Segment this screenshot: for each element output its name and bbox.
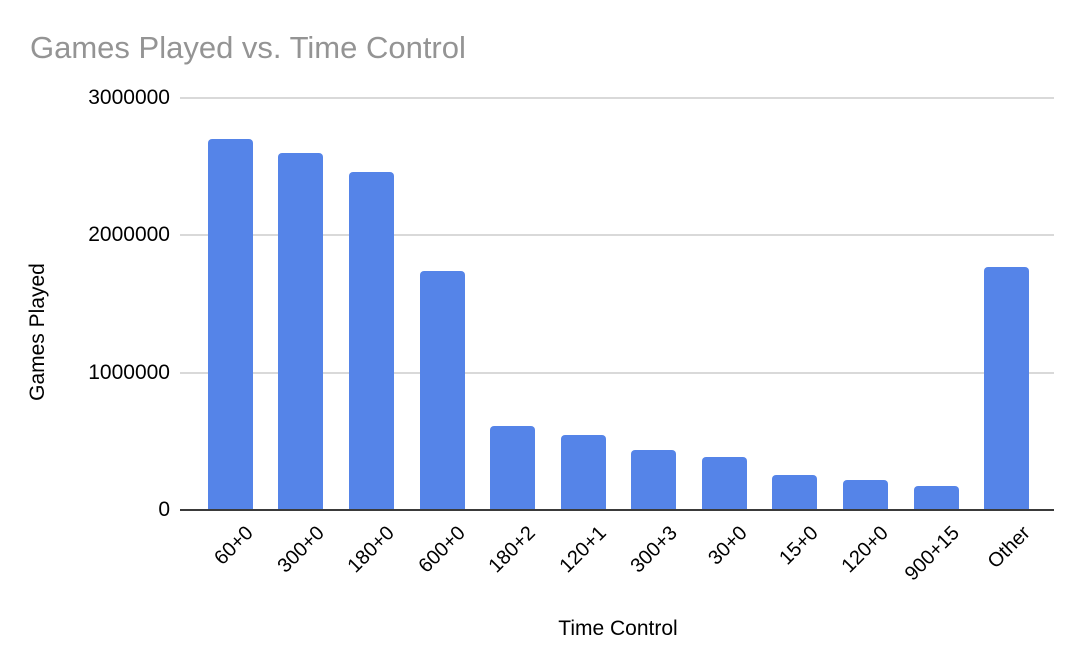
bar-120+1 (560, 435, 606, 510)
x-tick-label: 180+2 (484, 522, 541, 578)
x-tick-label: 300+3 (626, 522, 682, 578)
gridline (180, 97, 1054, 99)
bar-30+0 (701, 457, 747, 510)
x-tick-label: 600+0 (414, 522, 470, 578)
bar-60+0 (207, 139, 253, 510)
y-tick-label: 1000000 (88, 360, 170, 384)
x-tick-label: 180+0 (343, 522, 400, 578)
bar-Other (984, 267, 1030, 510)
y-tick-label: 3000000 (88, 86, 170, 109)
bar-900+15 (913, 486, 959, 510)
x-tick-label: 300+0 (273, 522, 329, 578)
y-tick-label: 2000000 (88, 223, 170, 247)
x-axis-title: Time Control (558, 617, 678, 640)
y-tick-label: 0 (158, 498, 170, 521)
bar-180+0 (348, 172, 394, 510)
x-axis-line (180, 509, 1054, 511)
x-tick-label: 15+0 (775, 522, 823, 570)
x-tick-label: 30+0 (704, 522, 752, 570)
x-tick-label: 120+0 (837, 522, 894, 578)
bar-120+0 (843, 480, 889, 510)
gridline (180, 234, 1054, 237)
chart-title: Games Played vs. Time Control (30, 30, 466, 65)
bar-300+0 (278, 153, 324, 510)
x-tick-label: 900+15 (900, 522, 964, 586)
bar-600+0 (419, 271, 465, 510)
x-tick-label: 60+0 (210, 522, 258, 570)
gridline (180, 371, 1054, 374)
bar-180+2 (490, 426, 536, 510)
bar-300+3 (631, 450, 677, 510)
y-axis-title: Games Played (26, 263, 49, 401)
x-tick-label: Other (983, 522, 1035, 573)
x-tick-label: 120+1 (555, 522, 611, 578)
bar-15+0 (772, 475, 818, 510)
